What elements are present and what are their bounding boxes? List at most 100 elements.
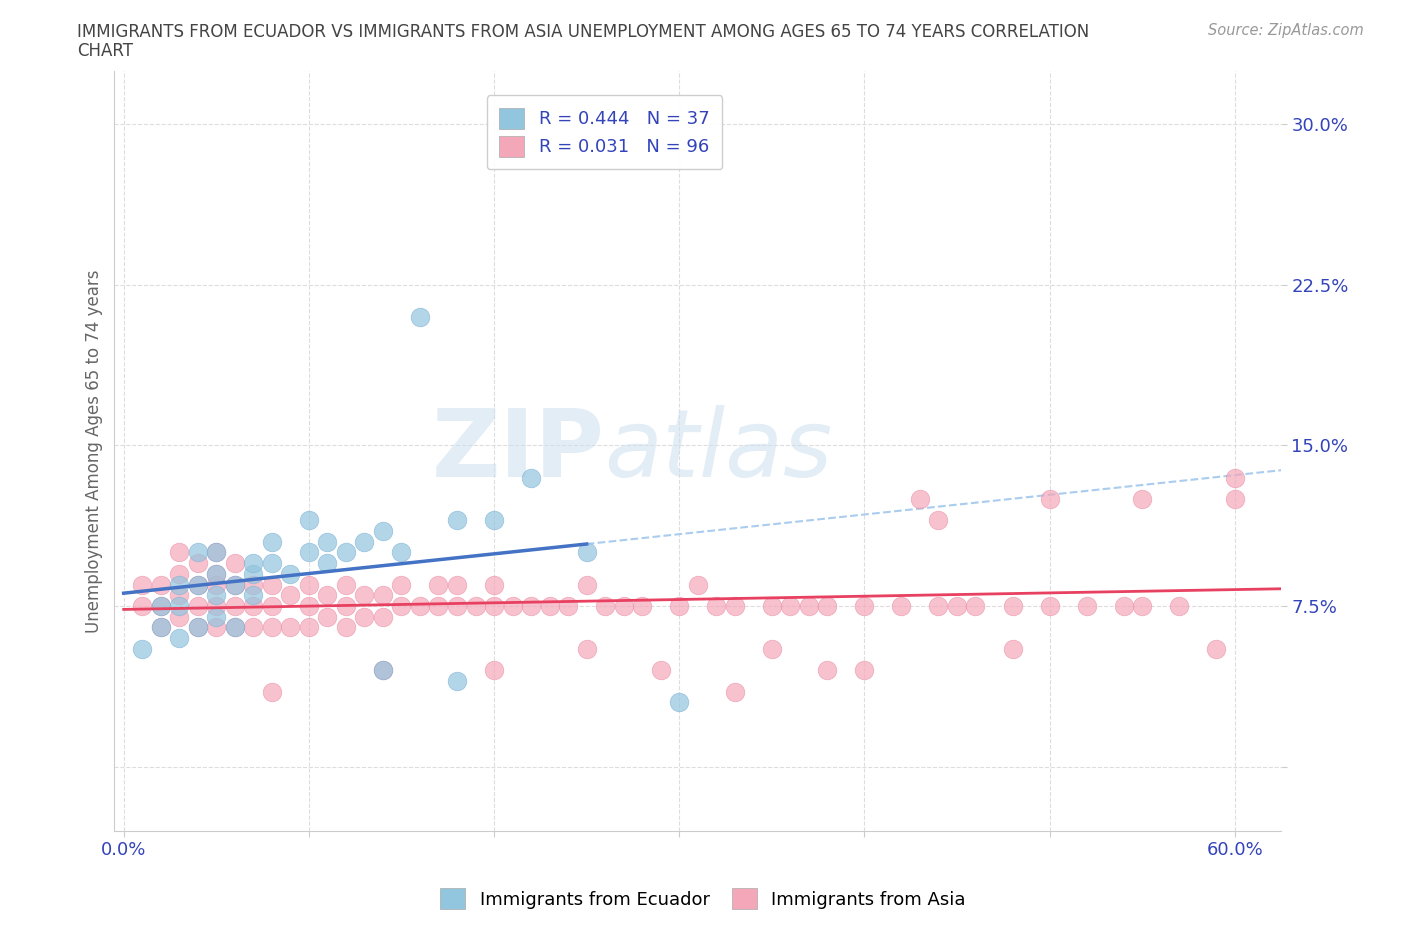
Point (149, 578, 172, 592)
Point (187, 620, 209, 635)
Point (853, 663, 876, 678)
Point (353, 609, 375, 624)
Point (1038, 492, 1060, 507)
Point (278, 566, 301, 581)
Point (260, 684, 283, 699)
Point (353, 588, 375, 603)
Point (278, 588, 301, 603)
Point (391, 599, 413, 614)
Point (797, 599, 820, 614)
Point (242, 566, 264, 581)
Point (502, 599, 524, 614)
Point (890, 599, 912, 614)
Point (575, 642, 598, 657)
Point (908, 492, 931, 507)
Point (131, 578, 153, 592)
Point (205, 588, 228, 603)
Point (205, 566, 228, 581)
Point (650, 663, 672, 678)
Y-axis label: Unemployment Among Ages 65 to 74 years: Unemployment Among Ages 65 to 74 years (86, 269, 103, 632)
Point (187, 599, 209, 614)
Point (149, 599, 172, 614)
Point (557, 599, 579, 614)
Point (371, 609, 394, 624)
Point (927, 599, 949, 614)
Point (149, 620, 172, 635)
Point (965, 599, 987, 614)
Point (167, 545, 190, 560)
Point (371, 524, 394, 538)
Point (946, 599, 969, 614)
Point (205, 620, 228, 635)
Point (371, 663, 394, 678)
Point (242, 588, 264, 603)
Point (167, 588, 190, 603)
Point (260, 535, 283, 550)
Point (446, 513, 468, 528)
Point (187, 578, 209, 592)
Point (409, 599, 432, 614)
Point (538, 599, 561, 614)
Point (446, 673, 468, 688)
Point (131, 599, 153, 614)
Point (131, 642, 153, 657)
Point (224, 599, 246, 614)
Point (371, 663, 394, 678)
Point (242, 620, 264, 635)
Point (335, 599, 357, 614)
Point (761, 642, 783, 657)
Point (613, 599, 636, 614)
Point (371, 588, 394, 603)
Point (205, 578, 228, 592)
Point (167, 631, 190, 645)
Point (335, 620, 357, 635)
Point (482, 599, 505, 614)
Point (1205, 642, 1227, 657)
Point (575, 578, 598, 592)
Point (391, 545, 413, 560)
Text: ZIP: ZIP (432, 405, 605, 497)
Point (205, 545, 228, 560)
Point (427, 599, 450, 614)
Point (167, 599, 190, 614)
Text: atlas: atlas (605, 405, 832, 497)
Point (224, 620, 246, 635)
Point (224, 556, 246, 571)
Point (205, 609, 228, 624)
Point (482, 578, 505, 592)
Point (724, 684, 747, 699)
Point (464, 599, 486, 614)
Point (704, 599, 727, 614)
Legend: R = 0.444   N = 37, R = 0.031   N = 96: R = 0.444 N = 37, R = 0.031 N = 96 (486, 95, 723, 169)
Point (1130, 599, 1153, 614)
Text: CHART: CHART (77, 42, 134, 60)
Point (260, 578, 283, 592)
Point (724, 599, 747, 614)
Point (853, 599, 876, 614)
Point (335, 545, 357, 560)
Point (1112, 599, 1135, 614)
Point (316, 588, 339, 603)
Point (427, 578, 450, 592)
Point (575, 545, 598, 560)
Point (446, 599, 468, 614)
Point (278, 620, 301, 635)
Point (316, 535, 339, 550)
Point (1076, 599, 1098, 614)
Point (927, 513, 949, 528)
Point (668, 695, 690, 710)
Point (242, 556, 264, 571)
Point (446, 578, 468, 592)
Point (298, 620, 321, 635)
Point (353, 535, 375, 550)
Point (298, 599, 321, 614)
Point (482, 513, 505, 528)
Point (242, 599, 264, 614)
Point (260, 556, 283, 571)
Point (298, 545, 321, 560)
Text: IMMIGRANTS FROM ECUADOR VS IMMIGRANTS FROM ASIA UNEMPLOYMENT AMONG AGES 65 TO 74: IMMIGRANTS FROM ECUADOR VS IMMIGRANTS FR… (77, 23, 1090, 41)
Point (316, 556, 339, 571)
Point (391, 578, 413, 592)
Point (187, 620, 209, 635)
Legend: Immigrants from Ecuador, Immigrants from Asia: Immigrants from Ecuador, Immigrants from… (433, 881, 973, 916)
